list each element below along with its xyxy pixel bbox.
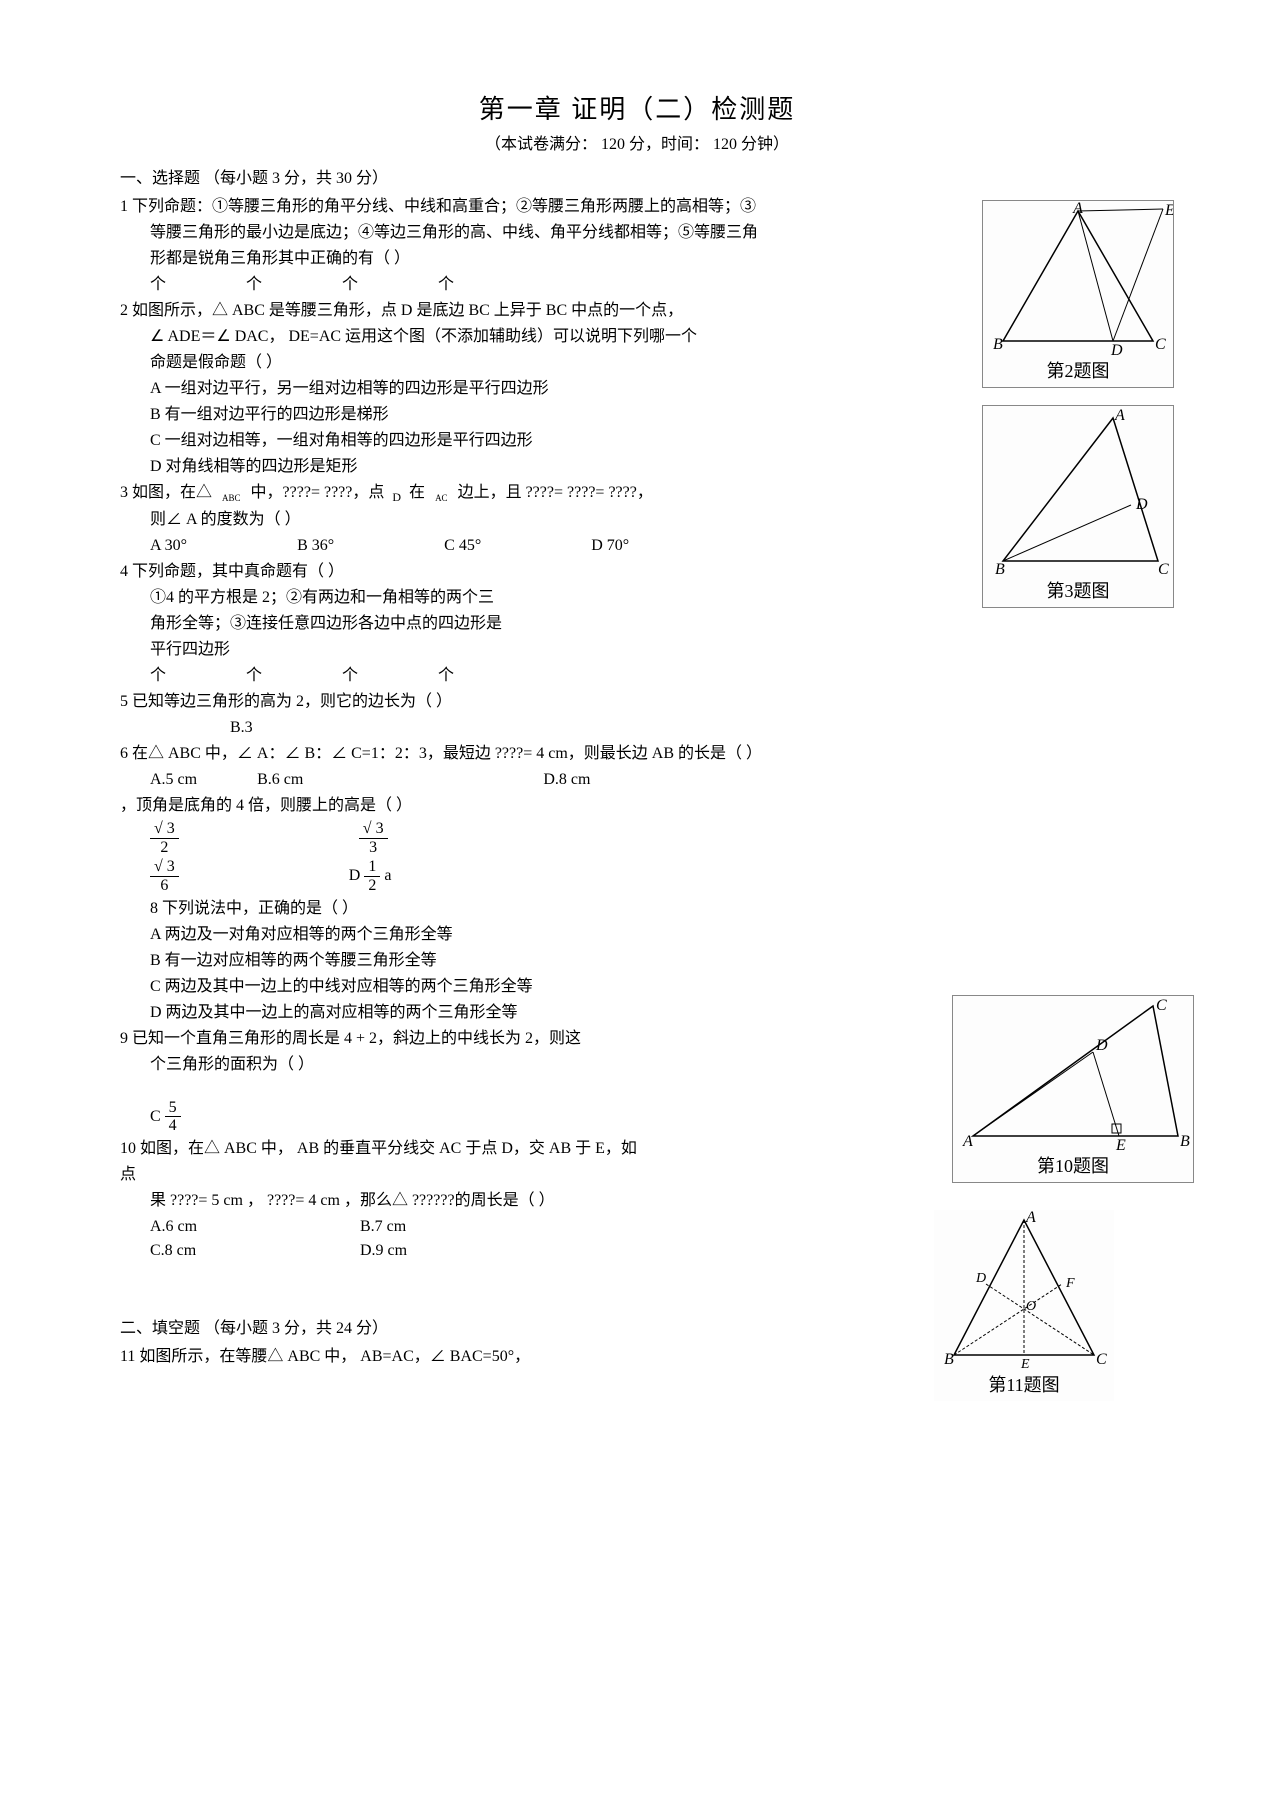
- q3-rest: 边上，且 ????= ????= ????，: [458, 484, 653, 501]
- q9-line1: 已知一个直角三角形的周长是 4 + 2，斜边上的中线长为 2，则这: [132, 1030, 581, 1047]
- q10-row2: C.8 cm D.9 cm: [120, 1239, 570, 1263]
- q1-line1: 下列命题：①等腰三角形的角平分线、中线和高重合；②等腰三角形两腰上的高相等；③: [132, 198, 756, 215]
- q3-ac: AC: [429, 493, 454, 503]
- svg-text:C: C: [1158, 561, 1169, 576]
- svg-text:E: E: [1164, 202, 1173, 219]
- q1-number: 1: [120, 198, 128, 215]
- figure-q11: A D F O B E C 第11题图: [934, 1210, 1114, 1401]
- q5-choice-b: B.3: [120, 716, 1154, 740]
- q6-number: 6: [120, 745, 128, 762]
- question-3: 3 如图，在△ ABC 中，????= ????，点 D 在 AC 边上，且 ?…: [120, 481, 1154, 506]
- q10-choice-c: C.8 cm: [150, 1239, 360, 1263]
- q8-line1: 下列说法中，正确的是（ ）: [162, 900, 358, 917]
- q7-frac-c: √ 36: [150, 858, 179, 894]
- q3-sub: ABC: [216, 493, 247, 503]
- q4-choice-a: 个: [150, 664, 166, 688]
- q7-choice-d: D 12 a: [349, 858, 392, 894]
- q10-choice-d: D.9 cm: [360, 1239, 570, 1263]
- q4-choice-d: 个: [438, 664, 454, 688]
- q10-choice-b: B.7 cm: [360, 1215, 570, 1239]
- q5-text: 已知等边三角形的高为 2，则它的边长为（ ）: [132, 693, 452, 710]
- q4-number: 4: [120, 563, 128, 580]
- q7-row1: √ 32 √ 33: [120, 820, 1154, 856]
- q2-line2: ∠ ADE＝∠ DAC， DE=AC 运用这个图（不添加辅助线）可以说明下列哪一…: [120, 325, 1154, 349]
- q3-pre: 如图，在△: [132, 484, 212, 501]
- q8-choice-b: B 有一边对应相等的两个等腰三角形全等: [120, 949, 1154, 973]
- question-8: 8 下列说法中，正确的是（ ）: [120, 897, 1154, 921]
- question-7: ，顶角是底角的 4 倍，则腰上的高是（ ）: [120, 794, 1154, 818]
- q6-text: 在△ ABC 中，∠ A：∠ B：∠ C=1：2：3，最短边 ????= 4 c…: [132, 745, 762, 762]
- q4-choice-b: 个: [246, 664, 262, 688]
- svg-text:C: C: [1155, 336, 1166, 353]
- q10-line1: 如图，在△ ABC 中， AB 的垂直平分线交 AC 于点 D，交 AB 于 E…: [140, 1140, 637, 1157]
- svg-text:D: D: [975, 1271, 986, 1286]
- q2-number: 2: [120, 302, 128, 319]
- q3-number: 3: [120, 484, 128, 501]
- svg-text:D: D: [1095, 1037, 1108, 1054]
- q7-frac-b: √ 33: [359, 820, 388, 856]
- svg-text:A: A: [1072, 201, 1083, 217]
- q8-number: 8: [150, 900, 158, 917]
- q10-line1b: 点: [120, 1163, 1154, 1187]
- question-2: 2 如图所示，△ ABC 是等腰三角形，点 D 是底边 BC 上异于 BC 中点…: [120, 299, 1154, 323]
- q3-on: 在: [409, 484, 425, 501]
- page-title: 第一章 证明（二）检测题: [120, 90, 1154, 129]
- q6-choice-d: D.8 cm: [543, 768, 590, 792]
- q9-number: 9: [120, 1030, 128, 1047]
- q3-d: D: [388, 490, 405, 504]
- q10-number: 10: [120, 1140, 136, 1157]
- q10-row1: A.6 cm B.7 cm: [120, 1215, 570, 1239]
- q3-mid: 中，????= ????，点: [251, 484, 385, 501]
- q2-line3: 命题是假命题（ ）: [120, 351, 1154, 375]
- q2-choice-a: A 一组对边平行，另一组对边相等的四边形是平行四边形: [120, 377, 1154, 401]
- q9-frac: 54: [165, 1099, 181, 1135]
- q3-choice-b: B 36°: [297, 534, 334, 558]
- q5-number: 5: [120, 693, 128, 710]
- q6-choices: A.5 cm B.6 cm D.8 cm: [120, 768, 1154, 792]
- q4-line4: 平行四边形: [120, 638, 1154, 662]
- q1-choice-b: 个: [246, 273, 262, 297]
- q4-line1: 下列命题，其中真命题有（ ）: [132, 563, 344, 580]
- q1-choice-d: 个: [438, 273, 454, 297]
- page-subtitle: （本试卷满分： 120 分，时间： 120 分钟）: [120, 133, 1154, 157]
- q3-choice-d: D 70°: [591, 534, 629, 558]
- section-1-header: 一、选择题 （每小题 3 分，共 30 分）: [120, 167, 1154, 191]
- q10-choice-a: A.6 cm: [150, 1215, 360, 1239]
- figure-11-caption: 第11题图: [934, 1370, 1114, 1401]
- q3-choice-a: A 30°: [150, 534, 187, 558]
- q11-text: 如图所示，在等腰△ ABC 中， AB=AC，∠ BAC=50°，: [139, 1348, 530, 1365]
- svg-text:C: C: [1156, 997, 1167, 1014]
- q4-line3: 角形全等；③连接任意四边形各边中点的四边形是: [120, 612, 1154, 636]
- q4-line2: ①4 的平方根是 2；②有两边和一角相等的两个三: [120, 586, 1154, 610]
- q1-choice-c: 个: [342, 273, 358, 297]
- q4-choices: 个 个 个 个: [120, 664, 1154, 688]
- q1-choice-a: 个: [150, 273, 166, 297]
- question-4: 4 下列命题，其中真命题有（ ）: [120, 560, 1154, 584]
- q6-choice-b: B.6 cm: [257, 768, 303, 792]
- q7-frac-a: √ 32: [150, 820, 179, 856]
- q3-choice-c: C 45°: [444, 534, 481, 558]
- svg-text:F: F: [1065, 1276, 1075, 1291]
- q8-choice-a: A 两边及一对角对应相等的两个三角形全等: [120, 923, 1154, 947]
- question-6: 6 在△ ABC 中，∠ A：∠ B：∠ C=1：2：3，最短边 ????= 4…: [120, 742, 1154, 766]
- question-10: 10 如图，在△ ABC 中， AB 的垂直平分线交 AC 于点 D，交 AB …: [120, 1137, 1154, 1161]
- q3-line2: 则∠ A 的度数为（ ）: [120, 508, 1154, 532]
- svg-text:O: O: [1026, 1299, 1036, 1314]
- question-5: 5 已知等边三角形的高为 2，则它的边长为（ ）: [120, 690, 1154, 714]
- q7-row2: √ 36 D 12 a: [120, 858, 1154, 894]
- question-11: 11 如图所示，在等腰△ ABC 中， AB=AC，∠ BAC=50°，: [120, 1345, 1154, 1369]
- q6-choice-a: A.5 cm: [150, 768, 197, 792]
- svg-text:B: B: [1180, 1133, 1190, 1150]
- q3-choices: A 30° B 36° C 45° D 70°: [120, 534, 1154, 558]
- triangle-icon: C D A E B: [953, 996, 1193, 1151]
- svg-text:A: A: [1025, 1210, 1036, 1226]
- q11-number: 11: [120, 1348, 135, 1365]
- q2-line1: 如图所示，△ ABC 是等腰三角形，点 D 是底边 BC 上异于 BC 中点的一…: [132, 302, 683, 319]
- q4-choice-c: 个: [342, 664, 358, 688]
- svg-text:A: A: [1114, 407, 1125, 424]
